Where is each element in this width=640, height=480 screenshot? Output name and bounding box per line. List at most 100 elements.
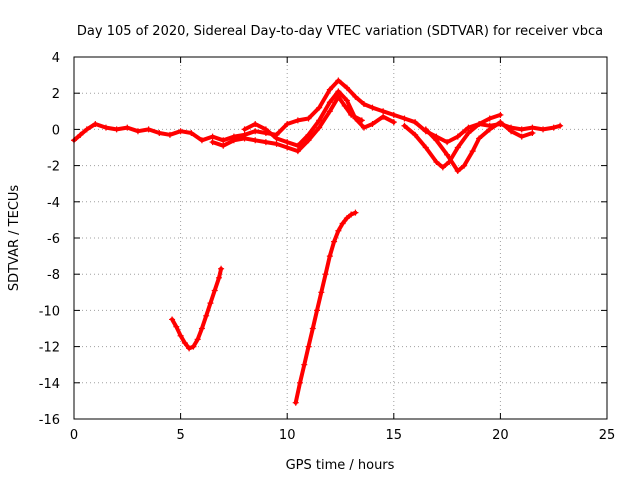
data-point [218,265,225,272]
y-tick-label: -10 [39,304,60,319]
data-point [83,126,90,133]
series-line [242,89,396,148]
y-tick-label: -8 [47,268,60,283]
y-tick-label: -16 [39,413,60,428]
data-point [230,137,237,144]
x-tick-label: 15 [386,428,403,443]
data-point [422,144,429,151]
data-point [284,139,291,146]
data-point [401,122,408,129]
data-point [145,126,152,133]
data-point [124,124,131,131]
data-point [369,104,376,111]
data-point [177,128,184,135]
data-point [190,343,197,350]
data-point [194,336,201,343]
data-point [166,131,173,138]
data-point [305,115,312,122]
data-point [412,119,419,126]
data-point [177,332,184,339]
y-tick-label: -12 [39,341,60,356]
series-line [210,94,364,154]
data-point [294,142,301,149]
data-point [352,115,359,122]
data-point [292,399,299,406]
data-point [401,115,408,122]
data-point [529,124,536,131]
data-point [326,253,333,260]
series-line [293,210,358,405]
y-tick-label: -6 [47,232,60,247]
data-point [252,128,259,135]
chart-title: Day 105 of 2020, Sidereal Day-to-day VTE… [77,24,603,39]
data-point [422,126,429,133]
data-point [322,271,329,278]
data-point [412,131,419,138]
data-point [343,84,350,91]
y-tick-label: -2 [47,160,60,175]
data-point [262,126,269,133]
data-point [390,119,397,126]
series-line [170,266,224,351]
data-point [220,137,227,144]
data-point [102,124,109,131]
data-point [529,130,536,137]
data-point [198,137,205,144]
data-point [331,238,338,245]
data-point [241,126,248,133]
data-point [273,140,280,147]
data-point [439,164,446,171]
data-point [465,130,472,137]
data-point [314,307,321,314]
data-point [343,215,350,222]
data-point [305,343,312,350]
series-rise-right [292,209,359,406]
data-point [296,379,303,386]
data-point [113,126,120,133]
series-dip-b [422,119,536,175]
data-point [444,139,451,146]
data-point [444,151,451,158]
data-point [284,120,291,127]
data-point [326,99,333,106]
data-point [173,323,180,330]
data-point [469,148,476,155]
x-tick-label: 10 [279,428,296,443]
data-point [465,124,472,131]
y-tick-label: -4 [47,196,60,211]
data-point [454,168,461,175]
data-point [348,211,355,218]
data-point [134,128,141,135]
data-point [316,124,323,131]
data-point [169,316,176,323]
x-tick-label: 0 [70,428,78,443]
data-point [508,128,515,135]
data-point [294,117,301,124]
grid [74,57,607,419]
y-tick-label: -14 [39,377,60,392]
data-point [540,126,547,133]
data-point [188,130,195,137]
data-point [454,133,461,140]
data-point [486,126,493,133]
data-point [220,142,227,149]
data-point [497,119,504,126]
data-point [252,120,259,127]
data-point [301,361,308,368]
data-point [352,93,359,100]
data-point [557,122,564,129]
data-point [341,102,348,109]
data-point [335,77,342,84]
data-point [343,97,350,104]
data-point [380,108,387,115]
data-point [476,135,483,142]
series-dip-a [401,111,504,171]
data-point [92,120,99,127]
data-point [335,88,342,95]
data-point [326,86,333,93]
data-point [390,111,397,118]
data-point [294,148,301,155]
data-point [209,133,216,140]
data-point [181,339,188,346]
